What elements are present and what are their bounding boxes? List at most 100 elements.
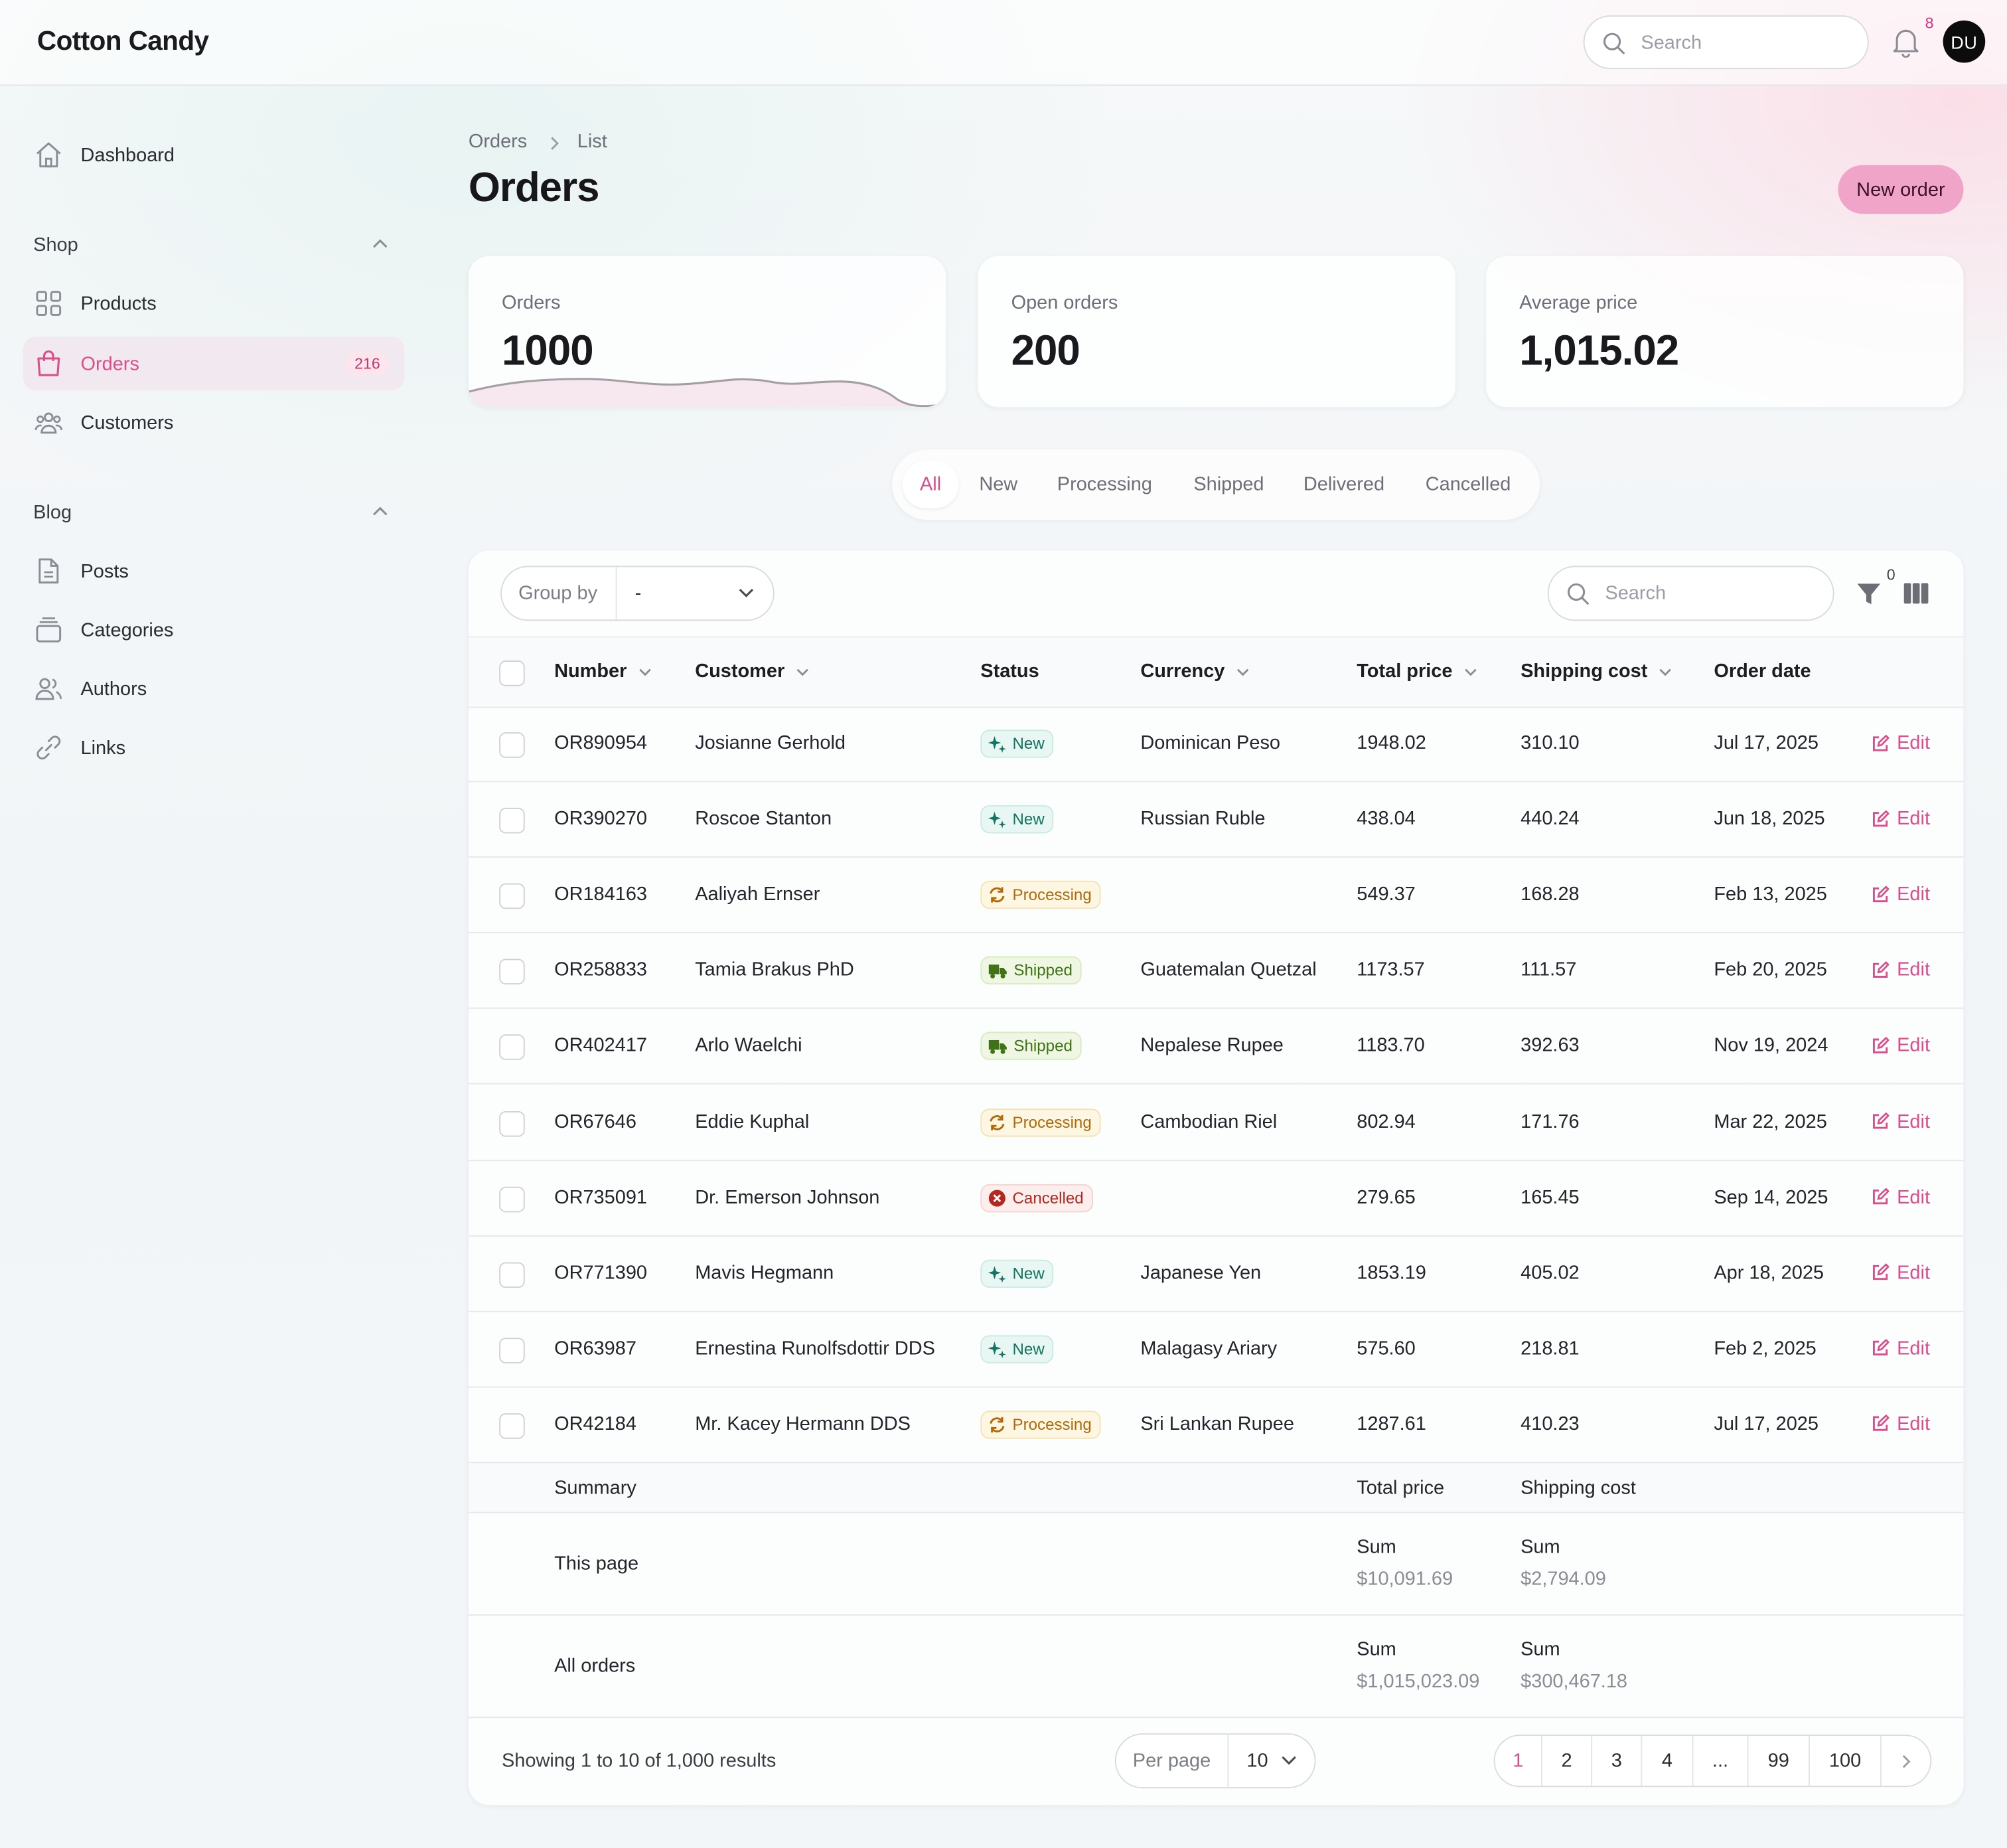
table-row[interactable]: OR258833 Tamia Brakus PhD Shipped Guatemala… xyxy=(468,934,1964,1010)
total-price: 802.94 xyxy=(1357,1111,1416,1132)
chevron-down-icon xyxy=(1282,1756,1296,1765)
stat-label: Orders xyxy=(501,291,561,314)
row-checkbox[interactable] xyxy=(499,1186,525,1212)
table-header-row xyxy=(468,637,1964,707)
table-row[interactable]: OR890954 Josianne Gerhold New Dominican Pes… xyxy=(468,707,1964,783)
truck-icon xyxy=(988,964,1007,978)
select-all-checkbox[interactable] xyxy=(499,660,525,686)
status-badge: Cancelled xyxy=(980,1184,1093,1212)
filter-icon[interactable] xyxy=(1856,581,1882,607)
per-page-value: 10 xyxy=(1246,1750,1268,1772)
row-checkbox[interactable] xyxy=(499,1035,525,1061)
bell-icon[interactable] xyxy=(1892,27,1919,58)
table-search[interactable] xyxy=(1547,566,1834,621)
user-avatar[interactable]: DU xyxy=(1943,20,1986,63)
status-label: Processing xyxy=(1012,886,1092,904)
column-header-number[interactable]: Number xyxy=(554,660,652,682)
customer-name: Aaliyah Ernser xyxy=(695,884,820,905)
sidebar-group-blog[interactable]: Blog xyxy=(33,501,72,524)
column-header-shipping-cost[interactable]: Shipping cost xyxy=(1521,660,1673,682)
stat-card-average-price: Average price 1,015.02 xyxy=(1486,256,1964,408)
row-checkbox[interactable] xyxy=(499,1337,525,1363)
page-button[interactable]: 1 xyxy=(1495,1736,1542,1786)
tab-delivered[interactable]: Delivered xyxy=(1303,473,1385,496)
tab-all[interactable]: All xyxy=(902,461,959,508)
table-search-input[interactable] xyxy=(1605,567,1810,619)
order-date: Mar 22, 2025 xyxy=(1714,1111,1827,1132)
edit-link[interactable]: Edit xyxy=(1872,808,1930,830)
columns-icon[interactable] xyxy=(1903,582,1929,604)
global-search[interactable] xyxy=(1583,15,1869,70)
order-number: OR258833 xyxy=(554,959,648,981)
group-by-label: Group by xyxy=(518,582,598,605)
stat-card-open-orders: Open orders 200 xyxy=(978,256,1455,408)
column-header-currency[interactable]: Currency xyxy=(1140,660,1250,682)
tab-cancelled[interactable]: Cancelled xyxy=(1425,473,1511,496)
next-page-button[interactable] xyxy=(1882,1736,1930,1786)
sidebar-item-posts[interactable]: Posts xyxy=(23,544,405,598)
edit-link[interactable]: Edit xyxy=(1872,1186,1930,1208)
global-search-input[interactable] xyxy=(1641,17,1846,68)
row-checkbox[interactable] xyxy=(499,1261,525,1288)
sidebar-item-links[interactable]: Links xyxy=(23,721,405,775)
status-label: New xyxy=(1012,810,1045,828)
divider xyxy=(468,1462,1964,1464)
row-checkbox[interactable] xyxy=(499,1413,525,1439)
chevron-up-icon[interactable] xyxy=(371,238,389,251)
page-button[interactable]: 4 xyxy=(1642,1736,1694,1786)
edit-link[interactable]: Edit xyxy=(1872,1413,1930,1435)
page-button[interactable]: 3 xyxy=(1592,1736,1643,1786)
table-row[interactable]: OR42184 Mr. Kacey Hermann DDS Processing Sr… xyxy=(468,1387,1964,1464)
row-checkbox[interactable] xyxy=(499,884,525,909)
page-button[interactable]: 2 xyxy=(1542,1736,1593,1786)
sidebar-item-orders[interactable]: Orders 216 xyxy=(23,337,405,391)
group-by-select[interactable]: Group by - xyxy=(500,566,775,621)
edit-link[interactable]: Edit xyxy=(1872,959,1930,981)
column-header-customer[interactable]: Customer xyxy=(695,660,810,682)
sidebar-item-customers[interactable]: Customers xyxy=(23,396,405,449)
sidebar-item-products[interactable]: Products xyxy=(23,277,405,331)
table-row[interactable]: OR402417 Arlo Waelchi Shipped Nepalese Rupe… xyxy=(468,1009,1964,1085)
sidebar-item-authors[interactable]: Authors xyxy=(23,662,405,716)
divider xyxy=(468,1386,1964,1388)
chevron-down-icon xyxy=(638,668,651,676)
edit-link[interactable]: Edit xyxy=(1872,1338,1930,1359)
sidebar-item-categories[interactable]: Categories xyxy=(23,603,405,656)
breadcrumb-orders[interactable]: Orders xyxy=(468,130,528,153)
column-header-total-price[interactable]: Total price xyxy=(1357,660,1478,682)
tab-shipped[interactable]: Shipped xyxy=(1193,473,1264,496)
edit-link[interactable]: Edit xyxy=(1872,1035,1930,1057)
table-row[interactable]: OR63987 Ernestina Runolfsdottir DDS New Mal… xyxy=(468,1312,1964,1388)
tab-new[interactable]: New xyxy=(979,473,1018,496)
sidebar-item-dashboard[interactable]: Dashboard xyxy=(23,128,405,182)
per-page-select[interactable]: Per page 10 xyxy=(1114,1733,1316,1789)
summary-this-page-shipping: $2,794.09 xyxy=(1521,1568,1606,1590)
table-row[interactable]: OR67646 Eddie Kuphal Processing Cambodian R… xyxy=(468,1085,1964,1161)
sidebar-group-shop[interactable]: Shop xyxy=(33,234,78,256)
order-date: Feb 2, 2025 xyxy=(1714,1337,1817,1359)
column-label: Shipping cost xyxy=(1521,660,1648,682)
summary-sum-label: Sum xyxy=(1357,1638,1396,1661)
currency: Nepalese Rupee xyxy=(1140,1035,1284,1057)
row-checkbox[interactable] xyxy=(499,959,525,985)
row-checkbox[interactable] xyxy=(499,1111,525,1136)
chevron-up-icon[interactable] xyxy=(371,506,389,518)
page-button[interactable]: 100 xyxy=(1810,1736,1882,1786)
sparkles-icon xyxy=(988,1265,1006,1282)
sparkles-icon xyxy=(988,811,1006,828)
new-order-button[interactable]: New order xyxy=(1838,165,1964,214)
edit-link[interactable]: Edit xyxy=(1872,1262,1930,1284)
table-row[interactable]: OR735091 Dr. Emerson Johnson Cancelled 279.… xyxy=(468,1160,1964,1237)
row-checkbox[interactable] xyxy=(499,732,525,758)
edit-link[interactable]: Edit xyxy=(1872,884,1930,905)
brand-logo[interactable]: Cotton Candy xyxy=(37,27,209,56)
row-checkbox[interactable] xyxy=(499,808,525,834)
tab-processing[interactable]: Processing xyxy=(1057,473,1152,496)
edit-link[interactable]: Edit xyxy=(1872,732,1930,754)
table-row[interactable]: OR390270 Roscoe Stanton New Russian Ruble 43… xyxy=(468,783,1964,858)
edit-link[interactable]: Edit xyxy=(1872,1111,1930,1132)
page-button[interactable]: 99 xyxy=(1748,1736,1810,1786)
table-row[interactable]: OR184163 Aaliyah Ernser Processing 549.37 16… xyxy=(468,858,1964,934)
table-row[interactable]: OR771390 Mavis Hegmann New Japanese Yen 1853… xyxy=(468,1236,1964,1312)
shipping-cost: 405.02 xyxy=(1521,1261,1580,1284)
